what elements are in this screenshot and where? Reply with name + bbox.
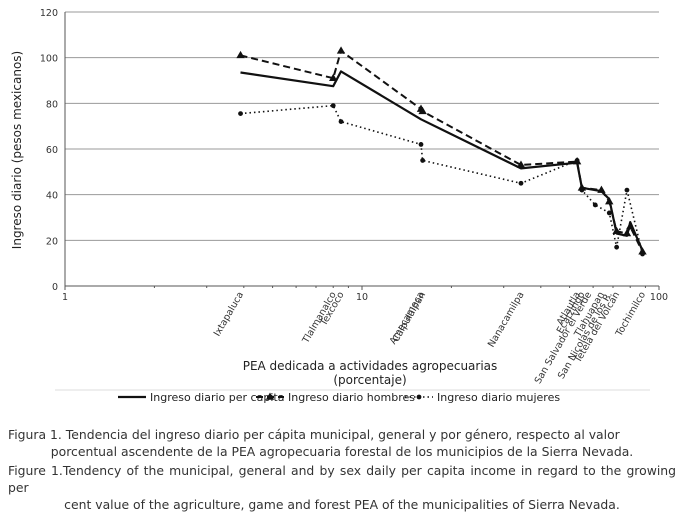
caption-spanish-line1: Figura 1. Tendencia del ingreso diario p… <box>8 427 620 442</box>
x-axis-title-line1: PEA dedicada a actividades agropecuarias <box>243 359 498 373</box>
data-point-marker <box>416 394 422 400</box>
data-point-marker <box>518 180 524 186</box>
data-point-marker <box>626 222 635 230</box>
series-dashed <box>236 46 647 255</box>
data-point-marker <box>597 185 606 193</box>
legend-item-dashed: Ingreso diario hombres <box>256 391 415 404</box>
data-point-marker <box>336 46 346 54</box>
data-point-marker <box>638 247 647 255</box>
data-point-marker <box>574 158 580 163</box>
data-point-marker <box>265 392 275 400</box>
x-tick-label-10: 10 <box>356 292 368 303</box>
data-point-marker <box>420 158 426 163</box>
data-point-marker <box>330 103 336 109</box>
y-tick-label-80: 80 <box>46 99 58 110</box>
data-point-marker <box>624 187 630 193</box>
data-point-marker <box>640 251 645 257</box>
data-point-marker <box>236 50 245 59</box>
y-tick-label-60: 60 <box>46 145 58 156</box>
caption-spanish: Figura 1. Tendencia del ingreso diario p… <box>8 426 676 460</box>
series-line-dashed <box>240 49 644 253</box>
legend-item-solid: Ingreso diario per capita <box>118 391 284 404</box>
x-axis-title-line2: (porcentaje) <box>333 373 406 387</box>
y-tick-label-20: 20 <box>46 236 58 247</box>
series-line-solid <box>240 70 644 252</box>
x-tick-label-100: 100 <box>650 292 668 303</box>
data-point-marker <box>614 244 620 250</box>
y-axis-title: Ingreso diario (pesos mexicanos) <box>10 51 24 249</box>
legend-label: Ingreso diario mujeres <box>437 391 560 404</box>
legend-item-dotted: Ingreso diario mujeres <box>405 391 560 404</box>
caption-english-line1: Figure 1.Tendency of the municipal, gene… <box>8 463 676 495</box>
axes <box>64 12 659 287</box>
data-point-marker <box>606 210 612 216</box>
legend-label: Ingreso diario hombres <box>288 391 415 404</box>
data-point-marker <box>238 111 243 117</box>
legend: Ingreso diario per capita Ingreso diario … <box>55 389 650 404</box>
y-tick-label-0: 0 <box>52 282 58 293</box>
data-point-marker <box>418 106 427 115</box>
municipality-label: Ixtapaluca <box>212 290 246 338</box>
data-point-marker <box>577 183 587 191</box>
x-tick-label-1: 1 <box>62 292 68 303</box>
y-tick-label-120: 120 <box>40 8 58 19</box>
data-point-marker <box>579 187 585 193</box>
data-point-marker <box>516 160 526 168</box>
municipality-label: Calpulalpan <box>391 290 429 344</box>
data-point-marker <box>622 228 632 237</box>
data-point-marker <box>418 142 424 147</box>
data-point-marker <box>329 73 338 82</box>
y-tick-label-100: 100 <box>40 54 58 65</box>
caption-english: Figure 1.Tendency of the municipal, gene… <box>8 462 676 513</box>
y-tick-label-40: 40 <box>46 191 58 202</box>
municipality-label: Nanacamilpa <box>486 290 527 349</box>
gridlines <box>65 11 659 241</box>
data-point-marker <box>592 202 598 208</box>
series-solid <box>240 70 644 252</box>
data-series <box>236 46 647 257</box>
caption-spanish-line2: porcentual ascendente de la PEA agropecu… <box>50 444 634 459</box>
legend-label: Ingreso diario per capita <box>150 391 284 404</box>
data-point-marker <box>612 226 621 234</box>
caption-english-line2: cent value of the agriculture, game and … <box>64 497 620 512</box>
data-point-marker <box>338 119 344 124</box>
data-point-marker <box>605 197 614 205</box>
series-dotted <box>238 103 645 257</box>
series-line-dotted <box>240 104 644 255</box>
y-axis-ticks: 0 20 40 60 80 100 120 <box>40 8 58 293</box>
